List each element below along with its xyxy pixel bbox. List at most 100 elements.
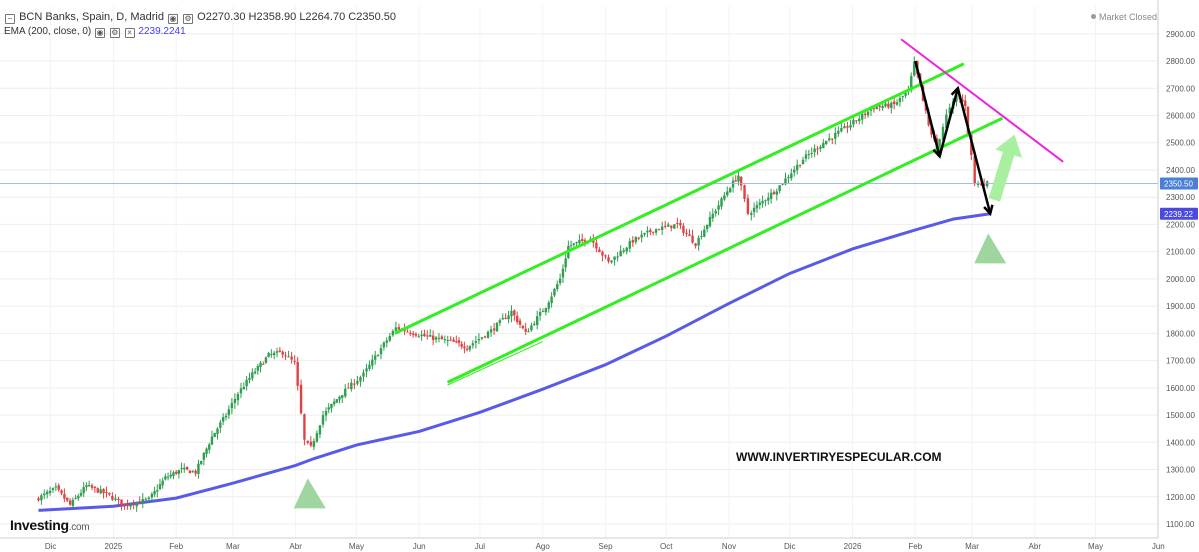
candle-up <box>750 213 753 215</box>
candle-down <box>262 363 265 365</box>
candle-down <box>68 500 72 505</box>
candle-up <box>45 491 49 495</box>
candle-down <box>831 138 834 140</box>
time-axis[interactable]: Dic 2025 Feb Mar Abr May Jun Jul Ago Sep Oct Nov Dic… <box>45 542 1165 551</box>
candle-down <box>138 501 141 504</box>
candle-down <box>887 103 890 108</box>
candle-up <box>256 365 260 371</box>
candle-up <box>781 183 784 185</box>
candle-up <box>210 436 214 445</box>
candle-up <box>233 399 237 404</box>
candle-up <box>164 476 167 480</box>
candle-up <box>575 241 578 244</box>
candle-down <box>123 503 126 505</box>
candle-up <box>169 474 172 477</box>
candle-down <box>423 333 426 337</box>
candle-down <box>846 126 849 128</box>
candle-up <box>191 471 194 473</box>
settings-icon[interactable]: ⚙ <box>183 14 194 24</box>
candle-down <box>347 387 350 389</box>
candle-up <box>99 489 102 494</box>
candle-up <box>135 502 138 507</box>
candle-down <box>524 328 527 332</box>
candle-down <box>463 346 466 349</box>
y-tick-label: 2800.00 <box>1166 57 1195 66</box>
last-price-label: 2350.50 <box>1164 179 1193 188</box>
y-tick-label: 1500.00 <box>1166 411 1195 420</box>
candle-up <box>550 296 553 304</box>
support-triangle <box>974 233 1007 264</box>
candle-up <box>825 140 828 145</box>
candle-up <box>443 339 447 341</box>
candle-up <box>530 325 533 331</box>
ema-price-label-bg <box>1160 207 1198 220</box>
close-icon[interactable]: × <box>124 28 135 38</box>
candle-up <box>837 130 840 134</box>
status-dot-icon <box>1090 14 1096 19</box>
candle-down <box>863 113 867 115</box>
candle-down <box>414 333 418 336</box>
candle-down <box>483 336 487 338</box>
candle-down <box>521 325 525 329</box>
candle-up <box>804 154 808 159</box>
investing-logo: Investing.com <box>10 517 90 533</box>
x-tick-label: Abr <box>289 542 302 551</box>
candle-down <box>492 328 496 331</box>
green-up-arrow <box>988 134 1022 202</box>
candle-up <box>895 102 899 105</box>
candle-up <box>834 132 837 139</box>
candle-down <box>657 229 661 231</box>
candle-up <box>904 92 907 96</box>
candle-up <box>74 497 77 499</box>
candle-down <box>411 333 415 335</box>
candle-up <box>869 109 873 111</box>
x-tick-label: Oct <box>660 542 673 551</box>
x-tick-label: Feb <box>169 542 183 551</box>
candle-up <box>394 327 398 331</box>
x-tick-label: Ago <box>536 542 551 551</box>
candle-up <box>654 229 658 233</box>
candle-down <box>961 99 964 102</box>
candle-down <box>855 120 858 122</box>
candle-up <box>828 138 831 141</box>
candle-up <box>253 371 257 374</box>
price-axis[interactable]: 1100.00 1200.00 1300.00 1400.00 1500.00 1600.… <box>0 0 1198 539</box>
candle-up <box>359 377 362 382</box>
candle-down <box>878 105 881 107</box>
collapse-icon[interactable]: − <box>5 14 15 24</box>
candle-up <box>48 490 52 493</box>
candle-up <box>362 372 365 377</box>
candle-down <box>455 341 458 343</box>
candle-up <box>976 183 980 185</box>
candle-down <box>743 185 746 199</box>
candle-up <box>71 499 75 506</box>
candle-up <box>790 173 793 179</box>
candle-up <box>941 126 945 140</box>
indicator-header: EMA (200, close, 0) ◉ ⚙ × 2239.2241 <box>4 26 186 38</box>
eye-icon[interactable]: ◉ <box>95 28 106 38</box>
candle-up <box>778 185 781 192</box>
candle-down <box>132 503 135 506</box>
candle-up <box>544 307 548 313</box>
candle-up <box>507 315 510 320</box>
ema-price-label: 2239.22 <box>1164 210 1193 219</box>
candle-up <box>578 240 581 244</box>
y-tick-label: 1100.00 <box>1166 520 1195 529</box>
candle-up <box>40 495 43 501</box>
candle-up <box>315 433 319 442</box>
candle-down <box>57 485 60 490</box>
candle-up <box>82 487 85 494</box>
candle-up <box>371 359 374 366</box>
candle-up <box>312 441 316 447</box>
candle-down <box>670 225 673 228</box>
candle-up <box>239 388 243 394</box>
x-tick-label: Jun <box>1152 542 1165 551</box>
settings-icon[interactable]: ⚙ <box>109 28 120 38</box>
candle-down <box>637 237 640 239</box>
eye-icon[interactable]: ◉ <box>168 14 179 24</box>
candle-down <box>406 331 409 333</box>
x-tick-label: Dic <box>45 542 57 551</box>
candle-down <box>108 492 111 495</box>
candle-up <box>318 425 322 435</box>
